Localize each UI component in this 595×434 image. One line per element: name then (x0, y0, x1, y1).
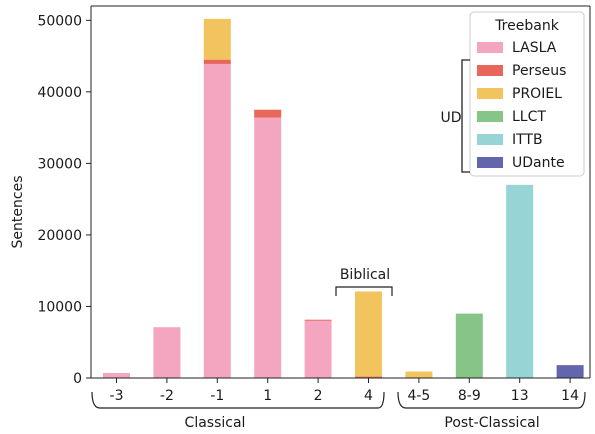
post-classical-bracket (397, 391, 586, 409)
ud-annotation: UD (440, 59, 470, 173)
bar-segment-proiel-4 (355, 291, 382, 377)
legend-label-proiel: PROIEL (512, 86, 562, 102)
x-tick-label: 4 (364, 388, 373, 404)
legend-label-lasla: LASLA (512, 40, 557, 56)
legend-swatch-proiel (477, 88, 503, 99)
bar-segment-lasla--3 (103, 372, 130, 378)
axes-layer (90, 5, 591, 379)
y-axis-label: Sentences (10, 176, 26, 249)
legend-label-perseus: Perseus (512, 63, 566, 79)
bars-layer (103, 18, 584, 378)
y-tick-label: 20000 (37, 228, 82, 244)
x-tick-label: 1 (263, 388, 272, 404)
y-ticks: 0 10000 20000 30000 40000 50000 (37, 13, 91, 387)
bar-segment-perseus-4 (355, 376, 382, 378)
bar-segment-perseus--1 (203, 59, 231, 64)
bar-segment-perseus-2 (304, 319, 332, 321)
legend-swatch-perseus (477, 65, 503, 76)
biblical-bracket (335, 286, 393, 296)
x-tick-label: -2 (160, 388, 174, 404)
y-tick-label: 10000 (37, 299, 82, 315)
classical-bracket (91, 391, 385, 409)
bar-segment-llct-8-9 (455, 313, 483, 378)
biblical-label: Biblical (340, 267, 390, 283)
x-tick-label: -3 (110, 388, 124, 404)
legend-swatch-lasla (477, 42, 503, 53)
legend-swatch-ittb (477, 134, 503, 145)
bar-segment-lasla-2 (304, 320, 332, 378)
x-ticks: -3 -2 -1 1 2 4 4-5 8-9 13 14 (110, 378, 579, 404)
legend-label-llct: LLCT (512, 109, 546, 125)
legend-swatch-llct (477, 111, 503, 122)
legend-title: Treebank (494, 18, 560, 34)
post-classical-annotation: Post-Classical (397, 391, 586, 431)
bar-segment-ittb-13 (506, 184, 534, 378)
legend-label-udante: UDante (512, 155, 565, 171)
bar-segment-udante-14 (556, 365, 584, 378)
classical-annotation: Classical (91, 391, 385, 431)
x-tick-label: 4-5 (407, 388, 430, 404)
bar-segment-proiel-4-5 (405, 371, 433, 378)
post-classical-label: Post-Classical (444, 415, 539, 431)
y-tick-label: 40000 (37, 85, 82, 101)
classical-label: Classical (185, 415, 246, 431)
x-tick-label: 8-9 (458, 388, 481, 404)
legend-swatch-udante (477, 157, 503, 168)
legend-items: LASLA Perseus PROIEL LLCT ITTB UDante (477, 40, 566, 171)
y-tick-label: 30000 (37, 156, 82, 172)
legend: Treebank LASLA Perseus PROIEL LLCT ITTB UDant… (469, 11, 585, 177)
ud-bracket (461, 59, 470, 173)
x-tick-label: 2 (314, 388, 323, 404)
legend-label-ittb: ITTB (512, 132, 543, 148)
bar-segment-proiel--1 (203, 18, 231, 60)
y-tick-label: 50000 (37, 13, 82, 29)
x-tick-label: 14 (561, 388, 579, 404)
x-tick-label: 13 (511, 388, 529, 404)
biblical-annotation: Biblical (335, 267, 393, 296)
bar-segment-lasla--1 (203, 63, 231, 378)
bar-segment-perseus-1 (254, 109, 282, 118)
ud-label: UD (440, 110, 461, 126)
bar-segment-lasla--2 (153, 327, 181, 378)
y-tick-label: 0 (73, 371, 82, 387)
x-tick-label: -1 (210, 388, 224, 404)
bar-segment-lasla-1 (254, 117, 282, 378)
